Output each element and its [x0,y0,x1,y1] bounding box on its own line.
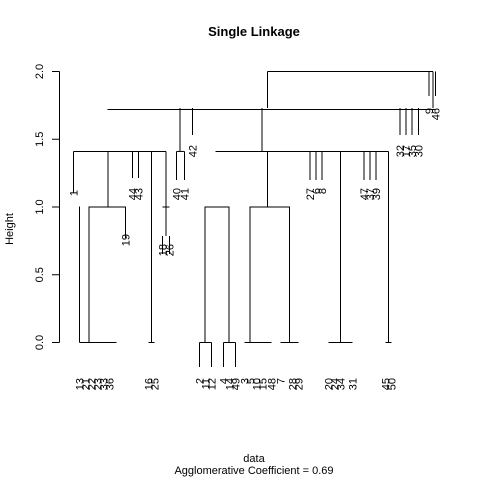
leaf-label: 35 [407,145,419,157]
leaf-label: 2 [195,378,207,384]
y-tick-label: 0.0 [34,335,46,350]
leaf-label: 42 [188,145,200,157]
leaf-label: 26 [165,244,177,256]
leaf-label: 33 [99,378,111,390]
leaf-label: 41 [180,188,192,200]
leaf-label: 44 [128,188,140,200]
leaf-label: 24 [330,378,342,390]
leaf-label: 21 [81,378,93,390]
leaf-label: 4 [219,378,231,384]
leaf-label: 28 [288,378,300,390]
leaf-label: 30 [414,145,426,157]
y-tick-label: 1.5 [34,132,46,147]
leaf-label: 1 [69,190,81,196]
y-tick-label: 2.0 [34,64,46,79]
leaf-label: 3 [240,378,252,384]
leaf-label: 20 [324,378,336,390]
leaf-label: 9 [424,108,436,114]
leaf-label: 29 [294,378,306,390]
leaf-label: 39 [371,188,383,200]
leaf-label: 34 [336,378,348,390]
leaf-label: 19 [121,234,133,246]
leaf-label: 12 [207,378,219,390]
dendrogram-segments [73,71,436,367]
leaf-label: 10 [252,378,264,390]
leaf-label: 6 [311,188,323,194]
leaf-label: 47 [359,188,371,200]
y-axis: 0.0 0.5 1.0 1.5 2.0 [34,64,60,350]
leaf-label: 11 [201,378,213,389]
leaf-label: 8 [317,188,329,194]
chart-title: Single Linkage [208,24,300,39]
leaf-label: 17 [401,145,413,157]
leaf-label: 45 [381,378,393,390]
y-tick-label: 1.0 [34,199,46,214]
y-tick-label: 0.5 [34,267,46,282]
leaf-label: 25 [150,378,162,390]
leaf-label: 40 [172,188,184,200]
x-axis-label: data [243,453,265,465]
leaf-label: 14 [225,378,237,390]
leaf-label: 37 [365,188,377,200]
leaf-label: 32 [395,145,407,157]
leaf-label: 36 [105,378,117,390]
leaf-label: 16 [144,378,156,390]
leaf-label: 15 [258,378,270,390]
leaf-label: 31 [348,378,360,390]
leaf-label: 48 [267,378,279,390]
leaf-label: 23 [93,378,105,390]
leaf-label: 27 [305,188,317,200]
leaf-label: 13 [75,378,87,390]
leaf-label: 49 [231,378,243,390]
chart-subtitle: Agglomerative Coefficient = 0.69 [174,465,333,477]
leaf-label: 5 [246,378,258,384]
leaf-label: 7 [276,378,288,384]
leaf-label: 43 [134,188,146,200]
leaf-label: 46 [431,108,443,120]
leaf-label: 18 [158,244,170,256]
leaf-label: 50 [387,378,399,390]
leaf-label: 22 [87,378,99,390]
y-axis-label: Height [4,213,16,245]
